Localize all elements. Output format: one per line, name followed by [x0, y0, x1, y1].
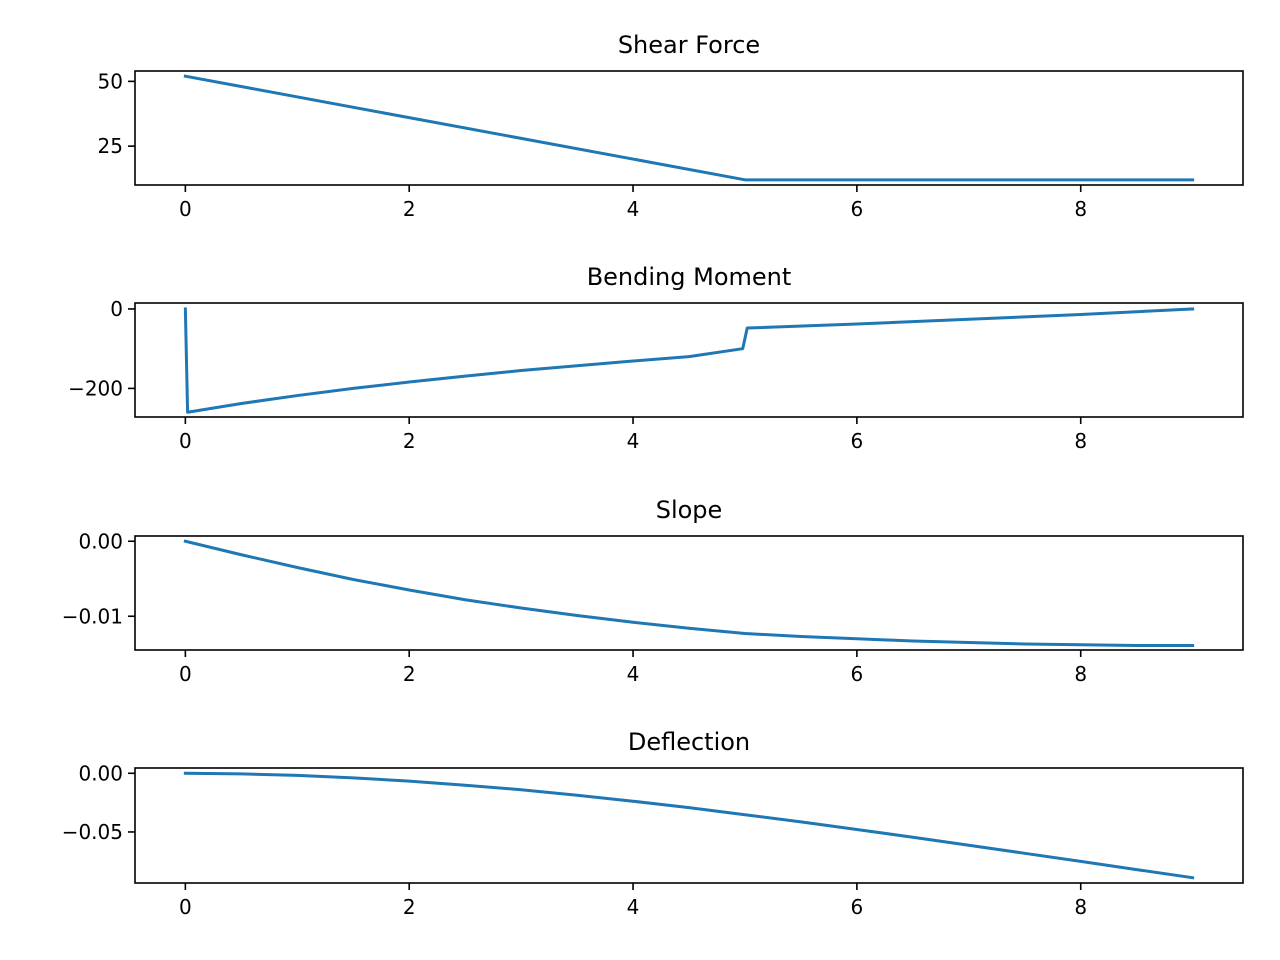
- x-tick-label: 8: [1074, 429, 1087, 453]
- subplot-2: Bending Moment 0 2 4 6 8 −200 0: [68, 263, 1244, 453]
- x-tick-label: 2: [403, 197, 416, 221]
- x-tick-label: 4: [627, 895, 640, 919]
- subplot-title: Deflection: [628, 728, 750, 756]
- x-tick-label: 8: [1074, 895, 1087, 919]
- x-tick-label: 6: [851, 895, 864, 919]
- y-tick-label: −0.05: [62, 820, 123, 844]
- series-line: [183, 771, 1195, 880]
- x-tick-label: 6: [851, 662, 864, 686]
- x-tick-label: 2: [403, 895, 416, 919]
- series-line: [183, 307, 1195, 414]
- y-tick-label: 50: [98, 69, 123, 93]
- x-tick-label: 8: [1074, 662, 1087, 686]
- subplot-title: Bending Moment: [587, 263, 792, 291]
- x-tick-label: 0: [179, 895, 192, 919]
- series-line: [183, 74, 1195, 182]
- x-tick-label: 4: [627, 197, 640, 221]
- subplot-title: Slope: [656, 496, 723, 524]
- axes-frame: [134, 302, 1244, 418]
- x-tick-label: 4: [627, 662, 640, 686]
- y-tick-label: −200: [68, 376, 123, 400]
- x-tick-label: 6: [851, 429, 864, 453]
- x-tick-label: 2: [403, 429, 416, 453]
- axes-frame: [134, 767, 1244, 884]
- y-tick-label: 0.00: [78, 529, 123, 553]
- y-tick-label: 25: [98, 134, 123, 158]
- x-tick-label: 8: [1074, 197, 1087, 221]
- axes-frame: [134, 535, 1244, 651]
- x-tick-label: 0: [179, 429, 192, 453]
- axes-frame: [134, 70, 1244, 186]
- y-tick-label: −0.01: [62, 604, 123, 628]
- x-tick-label: 0: [179, 662, 192, 686]
- x-tick-label: 0: [179, 197, 192, 221]
- subplot-3: Slope 0 2 4 6 8 −0.01 0.00: [62, 496, 1244, 686]
- subplot-title: Shear Force: [618, 31, 760, 59]
- subplot-4: Deflection 0 2 4 6 8 −0.05 0.00: [62, 728, 1244, 919]
- x-tick-label: 4: [627, 429, 640, 453]
- x-tick-label: 6: [851, 197, 864, 221]
- series-line: [183, 539, 1195, 647]
- y-tick-label: 0: [110, 297, 123, 321]
- subplot-1: Shear Force 0 2 4 6 8 25 50: [98, 31, 1244, 221]
- x-tick-label: 2: [403, 662, 416, 686]
- y-tick-label: 0.00: [78, 761, 123, 785]
